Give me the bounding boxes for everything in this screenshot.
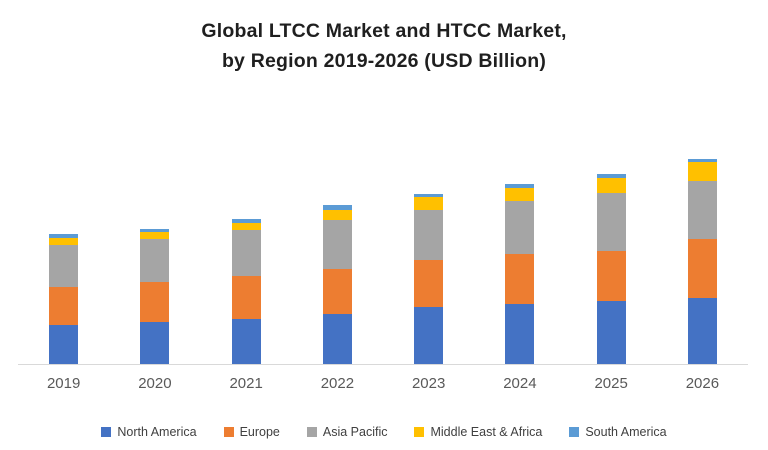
legend-item-asia-pacific: Asia Pacific: [306, 425, 388, 439]
bar-segment-south-america-2022: [322, 205, 352, 210]
bar-column-2023: [383, 194, 474, 364]
bar-segment-europe-2020: [140, 282, 170, 322]
bar-segment-middle-east-africa-2025: [596, 178, 626, 193]
legend-item-north-america: North America: [101, 425, 197, 439]
bar-segment-north-america-2019: [49, 325, 79, 364]
chart-title: Global LTCC Market and HTCC Market, by R…: [0, 16, 768, 76]
bar-segment-asia-pacific-2024: [505, 201, 535, 254]
bar-segment-middle-east-africa-2022: [322, 210, 352, 220]
bar-segment-asia-pacific-2019: [49, 245, 79, 287]
legend-swatch-asia-pacific: [306, 427, 317, 437]
bar-segment-middle-east-africa-2026: [687, 162, 717, 181]
bar-column-2025: [566, 174, 657, 364]
legend-label-asia-pacific: Asia Pacific: [322, 425, 388, 439]
bar-segment-asia-pacific-2023: [414, 210, 444, 260]
bar-segment-south-america-2025: [596, 174, 626, 178]
bar-segment-middle-east-africa-2024: [505, 188, 535, 201]
legend-label-north-america: North America: [117, 425, 197, 439]
legend-swatch-south-america: [569, 427, 580, 437]
bar-segment-europe-2024: [505, 254, 535, 304]
x-axis-label-2022: 2022: [320, 375, 355, 392]
legend-item-europe: Europe: [223, 425, 280, 439]
legend-swatch-north-america: [101, 427, 112, 437]
bar-stack-2020: [140, 229, 170, 364]
x-axis-label-2020: 2020: [138, 375, 172, 392]
bar-segment-europe-2019: [49, 287, 79, 325]
bar-stack-2026: [687, 159, 717, 364]
bar-segment-north-america-2023: [414, 307, 444, 364]
bar-stack-2024: [505, 184, 535, 364]
bar-column-2026: [657, 159, 748, 364]
bar-segment-south-america-2021: [231, 219, 261, 223]
bar-segment-middle-east-africa-2023: [414, 197, 444, 210]
legend-label-middle-east-africa: Middle East & Africa: [430, 425, 543, 439]
bar-column-2024: [474, 184, 565, 364]
chart-legend: North America Europe Asia Pacific Middle Ea…: [0, 425, 768, 439]
x-axis-labels: 2019 2020 2021 2022 2023 2024 2025 2026: [18, 375, 748, 392]
plot-area: [18, 130, 748, 365]
bar-segment-asia-pacific-2025: [596, 193, 626, 251]
bar-segment-south-america-2024: [505, 184, 535, 188]
bar-column-2019: [18, 234, 109, 364]
legend-item-middle-east-africa: Middle East & Africa: [414, 425, 542, 439]
bar-segment-north-america-2020: [140, 322, 170, 364]
bar-column-2021: [201, 219, 292, 364]
chart-title-line2: by Region 2019-2026 (USD Billion): [221, 50, 547, 72]
x-axis-label-2024: 2024: [503, 375, 537, 392]
bar-segment-asia-pacific-2021: [231, 230, 261, 276]
bar-segment-asia-pacific-2020: [140, 239, 170, 282]
legend-swatch-europe: [223, 427, 234, 437]
bar-segment-europe-2026: [687, 239, 717, 298]
legend-swatch-middle-east-africa: [414, 427, 425, 437]
bar-segment-europe-2023: [414, 260, 444, 307]
legend-item-south-america: South America: [569, 425, 667, 439]
bar-segment-north-america-2025: [596, 301, 626, 364]
x-axis-label-2019: 2019: [46, 375, 81, 392]
bar-segment-south-america-2023: [414, 194, 444, 197]
legend-label-europe: Europe: [239, 425, 280, 439]
bar-segment-south-america-2026: [687, 159, 717, 162]
bar-stack-2019: [49, 234, 79, 364]
x-axis-label-2025: 2025: [594, 375, 628, 392]
bar-segment-asia-pacific-2022: [322, 220, 352, 269]
bar-segment-europe-2021: [231, 276, 261, 319]
bar-segment-south-america-2019: [49, 234, 79, 238]
bar-segment-middle-east-africa-2020: [140, 232, 170, 239]
bar-segment-north-america-2024: [505, 304, 535, 364]
bar-segment-middle-east-africa-2019: [49, 238, 79, 245]
bar-column-2020: [109, 229, 200, 364]
legend-label-south-america: South America: [585, 425, 667, 439]
bar-segment-asia-pacific-2026: [687, 181, 717, 239]
bar-stack-2021: [231, 219, 261, 364]
bar-column-2022: [292, 205, 383, 364]
x-axis-label-2023: 2023: [411, 375, 446, 392]
bar-stack-2023: [414, 194, 444, 364]
bar-segment-europe-2022: [322, 269, 352, 314]
bar-segment-south-america-2020: [140, 229, 170, 232]
bar-segment-north-america-2021: [231, 319, 261, 364]
bar-segment-europe-2025: [596, 251, 626, 301]
bar-segment-north-america-2022: [322, 314, 352, 364]
chart-title-line1: Global LTCC Market and HTCC Market,: [201, 20, 567, 42]
bar-stack-2022: [322, 205, 352, 364]
x-axis-label-2026: 2026: [685, 375, 720, 392]
bar-segment-north-america-2026: [687, 298, 717, 364]
x-axis-label-2021: 2021: [229, 375, 263, 392]
bar-stack-2025: [596, 174, 626, 364]
bar-segment-middle-east-africa-2021: [231, 223, 261, 230]
